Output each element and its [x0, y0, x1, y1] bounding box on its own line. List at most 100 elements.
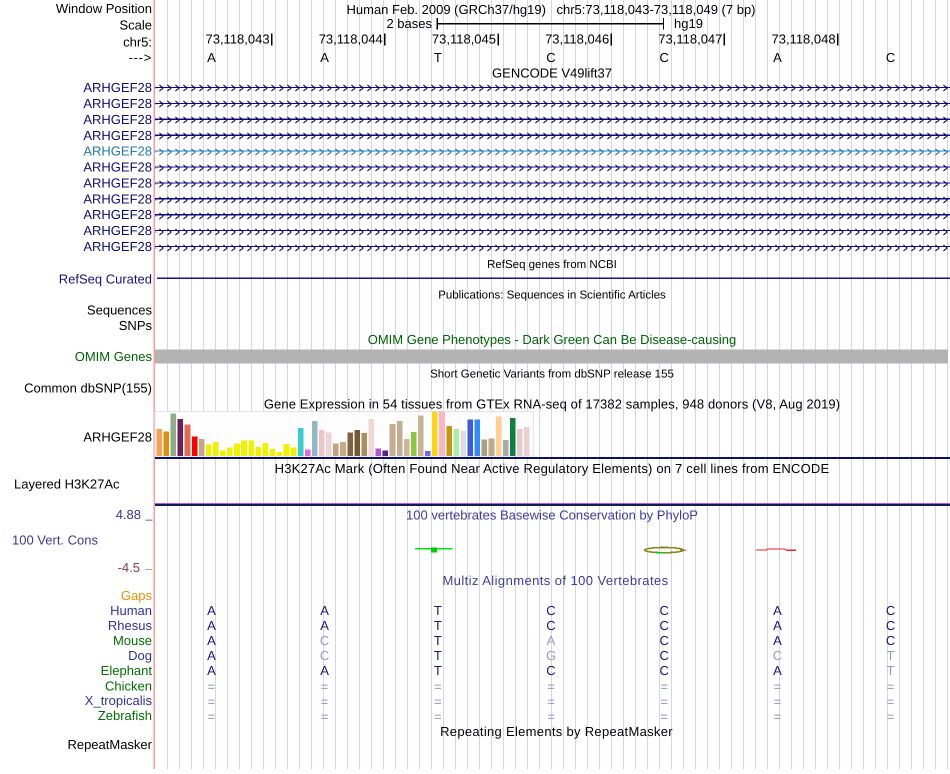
svg-text:ARHGEF28: ARHGEF28: [83, 176, 152, 191]
svg-text:A: A: [773, 50, 782, 65]
svg-text:=: =: [887, 679, 895, 694]
svg-text:C: C: [546, 618, 555, 633]
svg-text:A: A: [773, 663, 782, 678]
svg-text:73,118,045: 73,118,045: [432, 32, 496, 47]
svg-text:T: T: [887, 663, 895, 678]
svg-text:Elephant: Elephant: [101, 663, 153, 678]
svg-text:=: =: [208, 679, 216, 694]
svg-text:G: G: [546, 648, 556, 663]
svg-text:chr5:: chr5:: [123, 35, 152, 50]
svg-text:=: =: [208, 694, 216, 709]
svg-text:T: T: [434, 50, 442, 65]
svg-text:X_tropicalis: X_tropicalis: [85, 693, 153, 708]
svg-text:C: C: [886, 50, 895, 65]
svg-text:=: =: [434, 709, 442, 724]
svg-text:C: C: [886, 633, 895, 648]
svg-text:=: =: [774, 679, 782, 694]
svg-text:=: =: [887, 709, 895, 724]
svg-text:Sequences: Sequences: [87, 303, 153, 318]
svg-text:=: =: [660, 709, 668, 724]
svg-text:ARHGEF28: ARHGEF28: [83, 207, 152, 222]
svg-text:Human Feb. 2009 (GRCh37/hg19): Human Feb. 2009 (GRCh37/hg19): [347, 2, 546, 17]
svg-text:Scale: Scale: [119, 18, 152, 33]
svg-text:A: A: [207, 618, 216, 633]
svg-text:Repeating Elements by RepeatMa: Repeating Elements by RepeatMasker: [440, 724, 673, 739]
svg-text:Zebrafish: Zebrafish: [98, 708, 152, 723]
svg-text:100 Vert. Cons: 100 Vert. Cons: [12, 533, 98, 548]
svg-text:C: C: [886, 618, 895, 633]
svg-text:Human: Human: [110, 603, 152, 618]
svg-text:ARHGEF28: ARHGEF28: [83, 144, 152, 159]
svg-text:C: C: [320, 648, 329, 663]
svg-text:T: T: [434, 618, 442, 633]
svg-text:-4.5: -4.5: [118, 560, 140, 575]
svg-text:Rhesus: Rhesus: [108, 618, 153, 633]
svg-text:Mouse: Mouse: [113, 633, 152, 648]
svg-text:A: A: [547, 633, 556, 648]
svg-text:OMIM Genes: OMIM Genes: [75, 349, 153, 364]
svg-text:GENCODE V49lift37: GENCODE V49lift37: [492, 66, 612, 81]
svg-text:H3K27Ac Mark (Often Found Near: H3K27Ac Mark (Often Found Near Active Re…: [275, 461, 830, 476]
svg-text:T: T: [434, 663, 442, 678]
svg-text:C: C: [660, 50, 669, 65]
svg-text:Layered H3K27Ac: Layered H3K27Ac: [14, 477, 120, 492]
svg-text:Gene Expression in 54 tissues: Gene Expression in 54 tissues from GTEx …: [264, 397, 840, 412]
svg-text:=: =: [887, 694, 895, 709]
svg-text:C: C: [773, 648, 782, 663]
svg-text:A: A: [773, 618, 782, 633]
svg-text:ARHGEF28: ARHGEF28: [83, 96, 152, 111]
svg-text:73,118,046: 73,118,046: [545, 32, 609, 47]
svg-text:C: C: [886, 603, 895, 618]
svg-text:C: C: [660, 648, 669, 663]
svg-text:hg19: hg19: [674, 16, 703, 31]
svg-text:4.88: 4.88: [116, 507, 141, 522]
svg-text:A: A: [207, 648, 216, 663]
svg-text:100 vertebrates Basewise Conse: 100 vertebrates Basewise Conservation by…: [406, 508, 698, 523]
svg-text:=: =: [547, 679, 555, 694]
svg-text:=: =: [434, 694, 442, 709]
svg-text:T: T: [434, 633, 442, 648]
svg-text:ARHGEF28: ARHGEF28: [83, 191, 152, 206]
svg-text:RepeatMasker: RepeatMasker: [67, 737, 152, 752]
svg-text:ARHGEF28: ARHGEF28: [83, 430, 152, 445]
svg-text:Multiz Alignments of 100 Verte: Multiz Alignments of 100 Vertebrates: [442, 573, 668, 588]
svg-text:=: =: [660, 679, 668, 694]
svg-text:C: C: [660, 633, 669, 648]
svg-text:73,118,048: 73,118,048: [771, 32, 835, 47]
svg-text:C: C: [660, 663, 669, 678]
svg-text:A: A: [320, 663, 329, 678]
svg-text:Window Position: Window Position: [56, 1, 152, 16]
svg-text:=: =: [547, 709, 555, 724]
svg-text:Short Genetic Variants from db: Short Genetic Variants from dbSNP releas…: [430, 369, 674, 381]
svg-text:=: =: [774, 694, 782, 709]
svg-text:=: =: [321, 679, 329, 694]
svg-text:C: C: [660, 603, 669, 618]
svg-text:T: T: [887, 648, 895, 663]
svg-text:Publications: Sequences in Sci: Publications: Sequences in Scientific Ar…: [438, 290, 666, 302]
svg-text:2 bases: 2 bases: [386, 16, 432, 31]
svg-text:A: A: [773, 633, 782, 648]
svg-text:ARHGEF28: ARHGEF28: [83, 239, 152, 254]
svg-text:C: C: [320, 633, 329, 648]
svg-text:SNPs: SNPs: [119, 318, 153, 333]
svg-text:C: C: [660, 618, 669, 633]
svg-text:OMIM Gene Phenotypes - Dark Gr: OMIM Gene Phenotypes - Dark Green Can Be…: [368, 332, 737, 347]
svg-text:C: C: [546, 603, 555, 618]
svg-text:=: =: [321, 694, 329, 709]
svg-text:C: C: [546, 663, 555, 678]
svg-text:RefSeq genes from NCBI: RefSeq genes from NCBI: [487, 259, 617, 271]
svg-text:chr5:73,118,043-73,118,049 (7: chr5:73,118,043-73,118,049 (7 bp): [557, 2, 756, 17]
svg-text:A: A: [207, 633, 216, 648]
svg-text:=: =: [774, 709, 782, 724]
svg-text:=: =: [660, 694, 668, 709]
svg-text:ARHGEF28: ARHGEF28: [83, 112, 152, 127]
svg-text:73,118,047: 73,118,047: [658, 32, 722, 47]
svg-text:ARHGEF28: ARHGEF28: [83, 80, 152, 95]
svg-text:ARHGEF28: ARHGEF28: [83, 128, 152, 143]
svg-text:A: A: [320, 618, 329, 633]
svg-text:C: C: [546, 50, 555, 65]
svg-text:A: A: [207, 50, 216, 65]
svg-text:A: A: [773, 603, 782, 618]
svg-text:A: A: [207, 603, 216, 618]
svg-text:A: A: [320, 603, 329, 618]
